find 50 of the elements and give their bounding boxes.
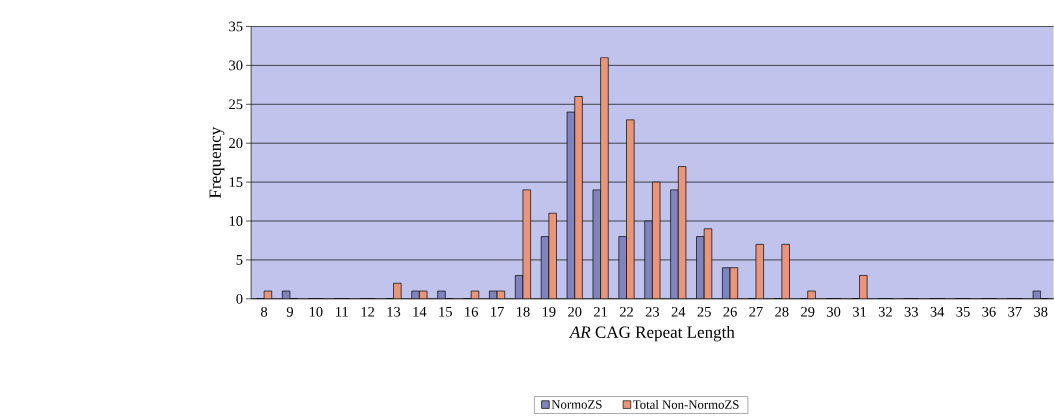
x-tick-label: 26 xyxy=(723,306,737,317)
x-tick-label: 8 xyxy=(261,306,268,317)
legend-label: NormoZS xyxy=(551,400,602,409)
x-tick-label: 18 xyxy=(516,306,530,317)
x-tick-label: 33 xyxy=(904,306,918,317)
y-tick-label: 0 xyxy=(236,293,243,304)
y-tick-label: 15 xyxy=(229,177,243,188)
x-tick-label: 36 xyxy=(982,306,996,317)
x-tick-label: 31 xyxy=(852,306,866,317)
x-tick-label: 11 xyxy=(336,306,348,317)
bar xyxy=(696,236,705,299)
y-tick-label: 5 xyxy=(236,255,243,265)
x-tick-label: 35 xyxy=(956,306,970,317)
y-tick-label: 25 xyxy=(229,99,243,110)
x-tick-label: 12 xyxy=(361,306,375,317)
y-tick-label: 10 xyxy=(229,216,243,226)
x-tick-label: 29 xyxy=(801,306,815,317)
bar xyxy=(618,236,627,299)
x-tick-label: 17 xyxy=(491,306,504,317)
x-tick-label: 38 xyxy=(1034,306,1048,317)
x-tick-label: 10 xyxy=(309,306,323,317)
x-tick-label: 24 xyxy=(671,306,686,317)
x-tick-label: 25 xyxy=(697,306,711,317)
y-tick-label: 30 xyxy=(229,60,243,71)
x-tick-label: 23 xyxy=(645,306,660,317)
y-tick-label: 20 xyxy=(229,138,243,149)
x-tick-label: 27 xyxy=(749,306,763,317)
x-axis-title: AR CAG Repeat Length xyxy=(568,326,735,342)
x-tick-label: 32 xyxy=(878,306,892,317)
bar xyxy=(670,189,679,299)
x-tick-label: 13 xyxy=(387,306,401,317)
x-tick-label: 15 xyxy=(439,306,452,317)
x-tick-label: 22 xyxy=(619,306,633,317)
x-tick-label: 14 xyxy=(413,306,427,317)
bar xyxy=(548,212,557,299)
x-tick-label: 9 xyxy=(286,306,293,317)
x-tick-label: 37 xyxy=(1008,306,1022,317)
x-tick-label: 20 xyxy=(568,306,582,317)
bar xyxy=(574,96,583,299)
y-axis-title: Frequency xyxy=(209,126,225,199)
x-tick-label: 16 xyxy=(465,306,478,317)
x-tick-label: 30 xyxy=(827,306,841,317)
bar xyxy=(600,57,609,299)
x-tick-label: 34 xyxy=(930,306,945,317)
legend-label: Total Non-NormoZS xyxy=(633,400,739,409)
x-tick-label: 21 xyxy=(594,306,607,317)
x-tick-label: 19 xyxy=(542,306,556,317)
bar xyxy=(626,119,635,299)
x-tick-label: 28 xyxy=(775,306,789,317)
y-tick-label: 35 xyxy=(229,21,243,32)
